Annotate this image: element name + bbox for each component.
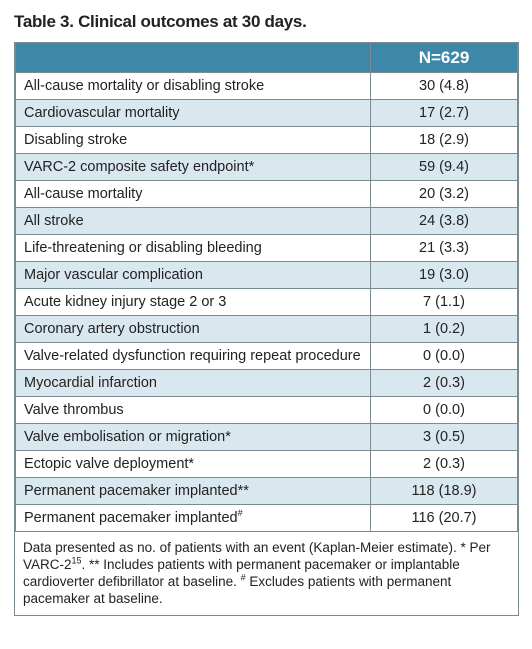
table-body: N=629 All-cause mortality or disabling s… [15,43,518,532]
header-blank [15,43,371,73]
footnote-text: Data presented as no. of patients with a… [23,540,491,572]
row-value: 7 (1.1) [370,288,518,316]
row-label: Cardiovascular mortality [24,105,180,121]
row-label: Acute kidney injury stage 2 or 3 [24,294,227,310]
row-label: Ectopic valve deployment* [24,456,195,472]
table-row: Ectopic valve deployment* 2 (0.3) [15,450,518,478]
row-value: 21 (3.3) [370,234,518,262]
row-label-cell: VARC-2 composite safety endpoint* [15,153,371,181]
row-label: All stroke [24,213,84,229]
footnote-text: . ** Includes patients with permanent pa… [23,557,460,589]
footnote-superscript: # [240,572,246,583]
row-value: 116 (20.7) [370,504,518,532]
table-frame: N=629 All-cause mortality or disabling s… [14,42,519,616]
row-label: Life-threatening or disabling bleeding [24,240,262,256]
row-label-cell: All-cause mortality or disabling stroke [15,72,371,100]
row-value: 0 (0.0) [370,342,518,370]
table-row: All-cause mortality 20 (3.2) [15,180,518,208]
row-value: 24 (3.8) [370,207,518,235]
table-row: VARC-2 composite safety endpoint* 59 (9.4… [15,153,518,181]
row-label-superscript: # [237,508,243,519]
row-label-cell: All stroke [15,207,371,235]
row-value: 118 (18.9) [370,477,518,505]
footnote-superscript: 15 [71,555,82,566]
row-value: 2 (0.3) [370,369,518,397]
footnote-text: Excludes patients with permanent pacemak… [23,574,452,606]
row-label-cell: Valve-related dysfunction requiring repe… [15,342,371,370]
column-header: N=629 [370,43,518,73]
table-row: All-cause mortality or disabling stroke 3… [15,72,518,100]
row-label-cell: Major vascular complication [15,261,371,289]
table-row: Permanent pacemaker implanted# 116 (20.7) [15,504,518,532]
table-row: Cardiovascular mortality 17 (2.7) [15,99,518,127]
row-label: Disabling stroke [24,132,128,148]
row-label-cell: Myocardial infarction [15,369,371,397]
row-value: 1 (0.2) [370,315,518,343]
table-row: Coronary artery obstruction 1 (0.2) [15,315,518,343]
row-label: Myocardial infarction [24,375,157,391]
row-value: 18 (2.9) [370,126,518,154]
table-row: Permanent pacemaker implanted** 118 (18.9… [15,477,518,505]
table-row: Valve embolisation or migration* 3 (0.5) [15,423,518,451]
row-value: 59 (9.4) [370,153,518,181]
table-row: Acute kidney injury stage 2 or 3 7 (1.1) [15,288,518,316]
row-label-cell: Permanent pacemaker implanted# [15,504,371,532]
table-row: All stroke 24 (3.8) [15,207,518,235]
table-row: Major vascular complication 19 (3.0) [15,261,518,289]
row-label-cell: Disabling stroke [15,126,371,154]
row-label-cell: Ectopic valve deployment* [15,450,371,478]
row-value: 30 (4.8) [370,72,518,100]
row-label-cell: All-cause mortality [15,180,371,208]
table-row: Myocardial infarction 2 (0.3) [15,369,518,397]
row-value: 0 (0.0) [370,396,518,424]
row-label: VARC-2 composite safety endpoint* [24,159,255,175]
row-label: Permanent pacemaker implanted** [24,483,249,499]
row-value: 2 (0.3) [370,450,518,478]
row-value: 19 (3.0) [370,261,518,289]
row-label-cell: Life-threatening or disabling bleeding [15,234,371,262]
footnote: Data presented as no. of patients with a… [15,532,518,615]
row-label: Major vascular complication [24,267,203,283]
row-label: Coronary artery obstruction [24,321,200,337]
table-title: Table 3. Clinical outcomes at 30 days. [14,12,307,31]
row-value: 17 (2.7) [370,99,518,127]
row-label-cell: Valve embolisation or migration* [15,423,371,451]
table-row: Disabling stroke 18 (2.9) [15,126,518,154]
row-label: Valve thrombus [24,402,124,418]
row-value: 20 (3.2) [370,180,518,208]
row-label-cell: Cardiovascular mortality [15,99,371,127]
outcomes-table: N=629 All-cause mortality or disabling s… [15,43,518,532]
row-label: Permanent pacemaker implanted [24,510,238,526]
row-label-cell: Coronary artery obstruction [15,315,371,343]
table-row: Life-threatening or disabling bleeding 21… [15,234,518,262]
row-label: All-cause mortality [24,186,143,202]
row-label-cell: Acute kidney injury stage 2 or 3 [15,288,371,316]
table-row: Valve thrombus 0 (0.0) [15,396,518,424]
header-row: N=629 [15,43,518,73]
row-label: Valve-related dysfunction requiring repe… [24,348,361,364]
row-value: 3 (0.5) [370,423,518,451]
table-row: Valve-related dysfunction requiring repe… [15,342,518,370]
row-label: All-cause mortality or disabling stroke [24,78,265,94]
row-label-cell: Permanent pacemaker implanted** [15,477,371,505]
row-label: Valve embolisation or migration* [24,429,231,445]
row-label-cell: Valve thrombus [15,396,371,424]
